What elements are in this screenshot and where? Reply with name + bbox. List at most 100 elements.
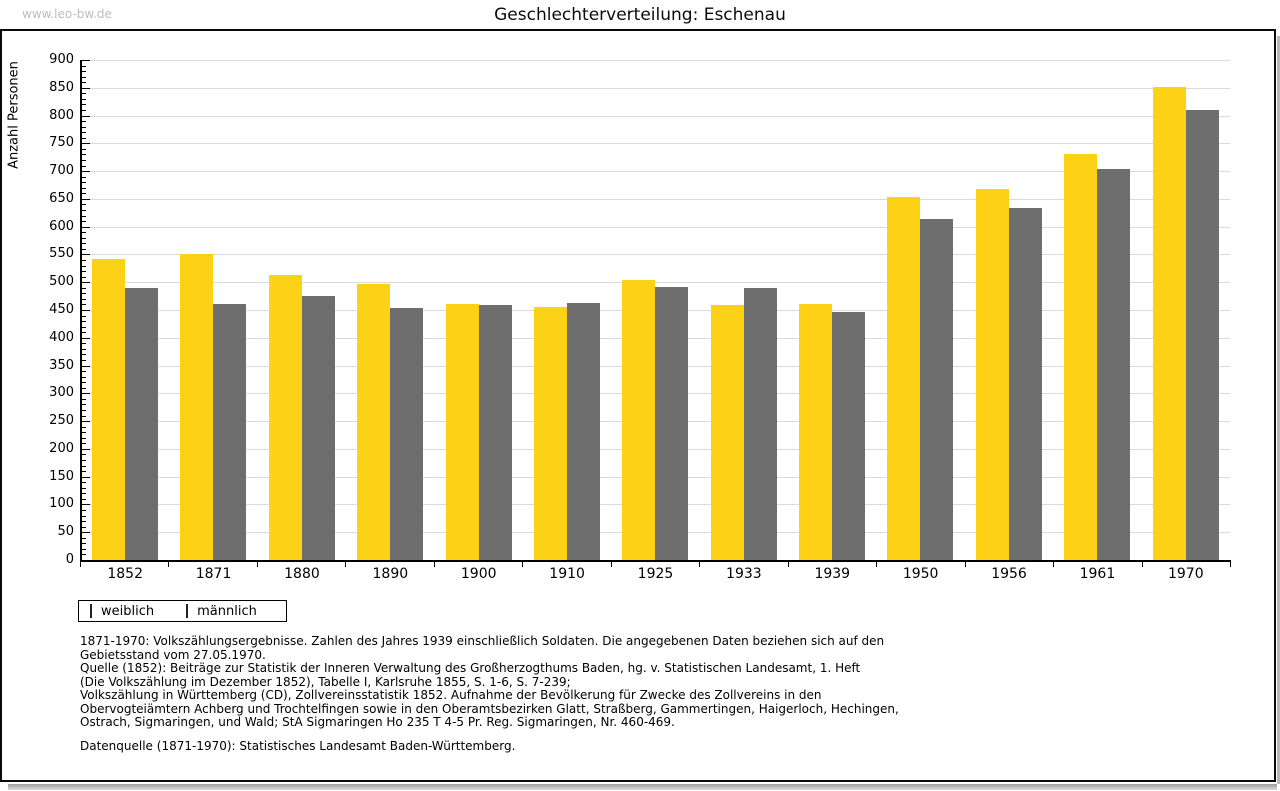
- maennlich-bar-1961: [1097, 169, 1131, 560]
- y-minor-tick: [82, 121, 86, 123]
- x-axis-line: [80, 560, 1231, 562]
- y-minor-tick: [82, 432, 86, 434]
- gridline: [82, 87, 1230, 89]
- y-minor-tick: [82, 276, 86, 278]
- legend-label-maennlich: männlich: [197, 603, 257, 619]
- y-tick-label: 550: [49, 246, 74, 262]
- y-minor-tick: [82, 215, 86, 217]
- x-axis-label: 1880: [284, 566, 320, 582]
- y-minor-tick: [82, 426, 86, 428]
- y-minor-tick: [82, 554, 86, 556]
- gridline: [82, 115, 1230, 117]
- y-major-tick: [82, 393, 90, 395]
- x-boundary-tick: [1142, 562, 1143, 567]
- maennlich-bar-1890: [390, 308, 424, 560]
- gridline: [82, 226, 1230, 228]
- y-minor-tick: [82, 221, 86, 223]
- footnote-line: Ostrach, Sigmaringen, und Wald; StA Sigm…: [80, 715, 675, 729]
- footnote-line: Volkszählung in Württemberg (CD), Zollve…: [80, 688, 822, 702]
- y-minor-tick: [82, 165, 86, 167]
- y-major-tick: [82, 448, 90, 450]
- y-minor-tick: [82, 354, 86, 356]
- y-minor-tick: [82, 148, 86, 150]
- maennlich-bar-1925: [655, 287, 689, 560]
- y-minor-tick: [82, 204, 86, 206]
- maennlich-bar-1939: [832, 312, 866, 560]
- y-minor-tick: [82, 193, 86, 195]
- y-minor-tick: [82, 465, 86, 467]
- maennlich-bar-1950: [920, 219, 954, 560]
- weiblich-bar-1925: [622, 280, 656, 560]
- x-axis-label: 1961: [1079, 566, 1116, 582]
- y-minor-tick: [82, 376, 86, 378]
- y-minor-tick: [82, 287, 86, 289]
- window-shadow-bottom: [8, 784, 1277, 790]
- y-minor-tick: [82, 443, 86, 445]
- x-axis-label: 1970: [1167, 566, 1204, 582]
- y-minor-tick: [82, 382, 86, 384]
- y-major-tick: [82, 254, 90, 256]
- legend-label-weiblich: weiblich: [101, 603, 155, 619]
- x-axis-label: 1933: [726, 566, 762, 582]
- y-minor-tick: [82, 387, 86, 389]
- y-minor-tick: [82, 104, 86, 106]
- maennlich-bar-1910: [566, 303, 600, 560]
- weiblich-bar-1961: [1064, 154, 1098, 560]
- y-minor-tick: [82, 343, 86, 345]
- watermark-text: www.leo-bw.de: [22, 7, 112, 21]
- y-minor-tick: [82, 82, 86, 84]
- x-boundary-tick: [522, 562, 523, 567]
- gridline: [82, 143, 1230, 145]
- weiblich-bar-1890: [357, 284, 391, 560]
- y-minor-tick: [82, 248, 86, 250]
- x-boundary-tick: [876, 562, 877, 567]
- y-minor-tick: [82, 137, 86, 139]
- footnote-line: Quelle (1852): Beiträge zur Statistik de…: [80, 661, 861, 675]
- y-minor-tick: [82, 543, 86, 545]
- y-tick-label: 500: [49, 274, 74, 290]
- weiblich-bar-1900: [445, 304, 479, 560]
- y-minor-tick: [82, 182, 86, 184]
- y-major-tick: [82, 226, 90, 228]
- y-minor-tick: [82, 515, 86, 517]
- weiblich-bar-1933: [710, 305, 744, 560]
- x-axis-label: 1910: [549, 566, 585, 582]
- x-axis-label: 1939: [814, 566, 851, 582]
- maennlich-bar-1970: [1185, 110, 1219, 560]
- y-minor-tick: [82, 487, 86, 489]
- y-tick-label: 150: [49, 468, 74, 484]
- legend-swatch-maennlich: [186, 604, 189, 618]
- y-major-tick: [82, 365, 90, 367]
- y-tick-label: 800: [49, 107, 74, 123]
- x-boundary-tick: [788, 562, 789, 567]
- x-axis-label: 1900: [460, 566, 497, 582]
- footnote-block: 1871-1970: Volkszählungsergebnisse. Zahl…: [80, 634, 910, 730]
- y-minor-tick: [82, 460, 86, 461]
- maennlich-bar-1852: [125, 288, 158, 560]
- y-tick-label: 900: [49, 52, 74, 67]
- y-minor-tick: [82, 398, 86, 400]
- datasource-text: Datenquelle (1871-1970): Statistisches L…: [80, 739, 516, 753]
- y-tick-label: 850: [49, 79, 74, 95]
- x-axis-label: 1890: [372, 566, 409, 582]
- y-major-tick: [82, 504, 90, 506]
- y-minor-tick: [82, 498, 86, 500]
- y-minor-tick: [82, 187, 86, 189]
- y-minor-tick: [82, 293, 86, 295]
- y-minor-tick: [82, 471, 86, 473]
- footnote-line: 1871-1970: Volkszählungsergebnisse. Zahl…: [80, 634, 885, 648]
- y-minor-tick: [82, 160, 86, 161]
- gridline: [82, 171, 1230, 173]
- y-tick-label: 400: [49, 329, 74, 345]
- y-tick-label: 0: [65, 552, 74, 567]
- y-tick-label: 650: [49, 190, 74, 206]
- y-tick-label: 700: [49, 163, 74, 179]
- weiblich-bar-1910: [533, 307, 567, 560]
- gridline: [82, 254, 1230, 256]
- y-major-tick: [82, 421, 90, 423]
- weiblich-bar-1939: [799, 304, 833, 560]
- y-tick-label: 600: [49, 218, 74, 234]
- y-tick-label: 50: [57, 524, 74, 540]
